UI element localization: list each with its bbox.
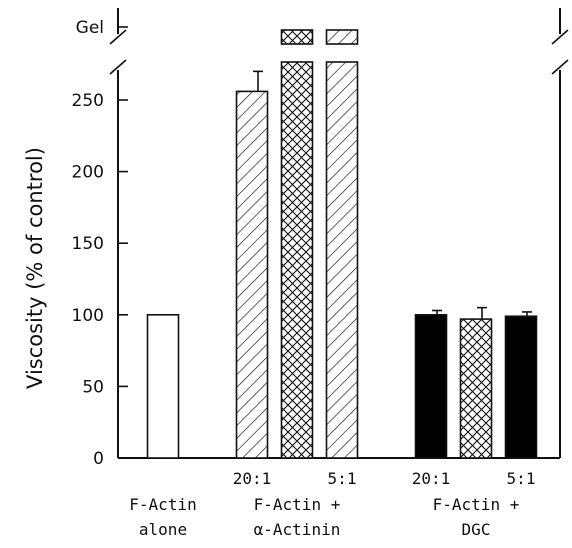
axis-break-mark: [109, 29, 127, 45]
y-tick-label: 150: [72, 234, 104, 254]
ratio-label: 20:1: [412, 469, 451, 488]
group-label: F-Actin: [129, 495, 196, 514]
bars: [146, 29, 538, 459]
bar: [146, 313, 180, 459]
y-axis-label: Viscosity (% of control): [23, 147, 47, 389]
bar-gel-segment: [280, 29, 314, 45]
y-ticks: 0 50 100 150 200 250: [72, 91, 128, 469]
bar: [325, 61, 359, 459]
group-label: α-Actinin: [254, 520, 341, 539]
ratio-label: 5:1: [507, 469, 536, 488]
axis-break-mark: [109, 59, 127, 75]
gel-label: Gel: [76, 18, 104, 38]
y-tick-label: 50: [82, 377, 104, 397]
bar: [459, 318, 493, 459]
x-labels: F-Actin alone 20:1 5:1 F-Actin + α-Actinin 20:…: [129, 469, 535, 539]
bar: [235, 90, 269, 459]
bar: [280, 61, 314, 459]
axis-break-mark: [551, 59, 569, 75]
group-label: F-Actin +: [433, 495, 520, 514]
ratio-label: 5:1: [328, 469, 357, 488]
y-tick-label: 250: [72, 91, 104, 111]
y-tick-label: 100: [72, 306, 104, 326]
y-tick-label: 200: [72, 163, 104, 183]
bar: [414, 313, 448, 459]
y-tick-label: 0: [93, 449, 104, 469]
axis-break-mark: [551, 29, 569, 45]
group-label: DGC: [462, 520, 491, 539]
group-label: alone: [139, 520, 187, 539]
bar-gel-segment: [325, 29, 359, 45]
group-label: F-Actin +: [254, 495, 341, 514]
bar: [504, 315, 538, 459]
ratio-label: 20:1: [233, 469, 272, 488]
